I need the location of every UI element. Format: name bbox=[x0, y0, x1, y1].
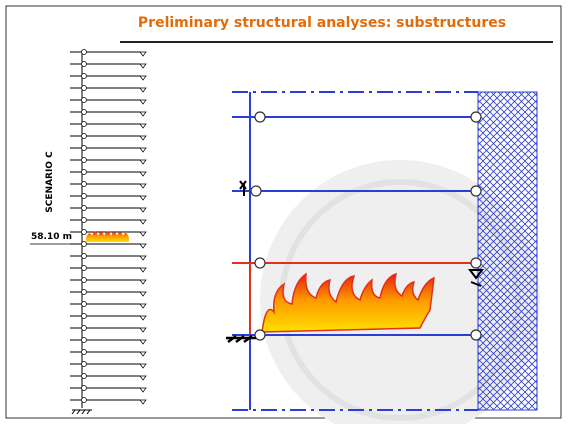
floor-hinge bbox=[82, 218, 87, 223]
hinge bbox=[251, 186, 261, 196]
floor-support bbox=[140, 268, 146, 272]
floor-support bbox=[140, 184, 146, 188]
floor-hinge bbox=[82, 86, 87, 91]
floor-hinge bbox=[82, 254, 87, 259]
floor-support bbox=[140, 76, 146, 80]
hinge bbox=[255, 258, 265, 268]
title: Preliminary structural analyses: substru… bbox=[138, 15, 506, 31]
floor-hinge bbox=[82, 374, 87, 379]
floor-support bbox=[140, 400, 146, 404]
floor-support bbox=[140, 376, 146, 380]
floor-hinge bbox=[82, 386, 87, 391]
floor-hinge bbox=[82, 398, 87, 403]
scenario-label: SCENARIO C bbox=[45, 151, 55, 213]
floor-support bbox=[140, 316, 146, 320]
floor-support bbox=[140, 328, 146, 332]
floor-support bbox=[140, 292, 146, 296]
floor-hinge bbox=[82, 182, 87, 187]
floor-support bbox=[140, 340, 146, 344]
floor-hinge bbox=[82, 266, 87, 271]
ground-support bbox=[72, 410, 92, 414]
floor-hinge bbox=[82, 98, 87, 103]
floor-hinge bbox=[82, 242, 87, 247]
floor-hinge bbox=[82, 290, 87, 295]
floor-support bbox=[140, 208, 146, 212]
floor-hinge bbox=[82, 146, 87, 151]
small-fire bbox=[86, 232, 129, 243]
elevation-label: 58.10 m bbox=[31, 232, 72, 242]
floor-support bbox=[140, 52, 146, 56]
floor-hinge bbox=[82, 62, 87, 67]
floor-support bbox=[140, 196, 146, 200]
floor-support bbox=[140, 304, 146, 308]
floor-hinge bbox=[82, 338, 87, 343]
floor-support bbox=[140, 136, 146, 140]
floor-support bbox=[140, 124, 146, 128]
floor-hinge bbox=[82, 230, 87, 235]
floor-hinge bbox=[82, 158, 87, 163]
hinge bbox=[471, 330, 481, 340]
floor-support bbox=[140, 244, 146, 248]
floor-hinge bbox=[82, 50, 87, 55]
hinge bbox=[255, 330, 265, 340]
floor-support bbox=[140, 256, 146, 260]
floor-hinge bbox=[82, 302, 87, 307]
floor-support bbox=[140, 64, 146, 68]
floor-support bbox=[140, 280, 146, 284]
floor-hinge bbox=[82, 122, 87, 127]
floor-hinge bbox=[82, 134, 87, 139]
floor-support bbox=[140, 232, 146, 236]
slide: Preliminary structural analyses: substru… bbox=[0, 0, 568, 424]
floor-hinge bbox=[82, 206, 87, 211]
floor-support bbox=[140, 220, 146, 224]
floor-support bbox=[140, 112, 146, 116]
support-symbol bbox=[226, 336, 256, 342]
hinge bbox=[471, 186, 481, 196]
floor-hinge bbox=[82, 110, 87, 115]
floor-support bbox=[140, 160, 146, 164]
floor-hinge bbox=[82, 326, 87, 331]
floor-hinge bbox=[82, 194, 87, 199]
floor-hinge bbox=[82, 278, 87, 283]
floor-support bbox=[140, 388, 146, 392]
floor-support bbox=[140, 88, 146, 92]
floor-support bbox=[140, 352, 146, 356]
floor-support bbox=[140, 172, 146, 176]
support-symbol bbox=[240, 181, 246, 196]
floor-support bbox=[140, 100, 146, 104]
floor-hinge bbox=[82, 362, 87, 367]
hinge bbox=[471, 258, 481, 268]
floor-hinge bbox=[82, 314, 87, 319]
hinge bbox=[471, 112, 481, 122]
floor-hinge bbox=[82, 350, 87, 355]
floor-support bbox=[140, 148, 146, 152]
floor-hinge bbox=[82, 74, 87, 79]
hinge bbox=[255, 112, 265, 122]
floor-support bbox=[140, 364, 146, 368]
floor-hinge bbox=[82, 170, 87, 175]
core-wall bbox=[478, 92, 537, 410]
